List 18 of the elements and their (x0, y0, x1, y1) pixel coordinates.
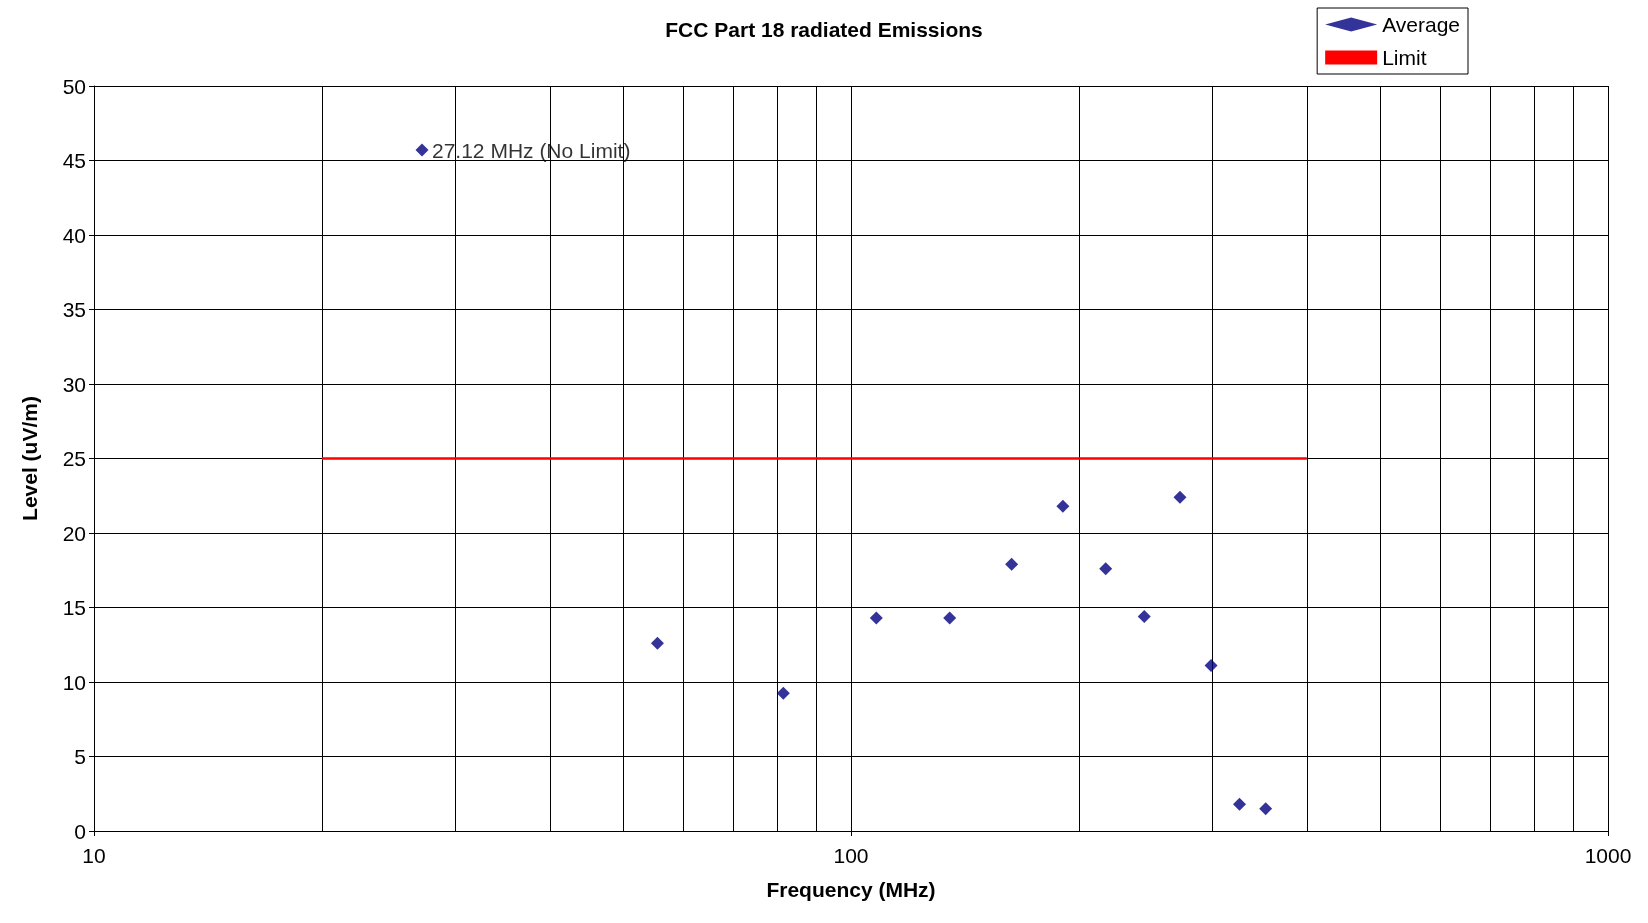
y-tick-label: 15 (62, 596, 86, 619)
y-tick-label: 20 (62, 521, 86, 545)
y-tick-label: 50 (62, 74, 86, 98)
x-tick-label: 1000 (1584, 844, 1632, 867)
y-tick-label: 0 (74, 819, 86, 843)
y-tick-label: 10 (62, 670, 86, 694)
legend-label: Limit (1382, 46, 1427, 69)
x-axis-title: Frequency (MHz) (766, 878, 936, 901)
y-tick-label: 25 (62, 447, 86, 470)
y-tick-label: 5 (74, 745, 86, 768)
y-tick-label: 35 (62, 298, 86, 321)
y-tick-label: 45 (62, 149, 86, 172)
y-tick-label: 40 (62, 223, 86, 247)
legend-label: Average (1382, 13, 1461, 36)
y-axis-title: Level (uV/m) (18, 396, 41, 521)
x-tick-label: 100 (833, 844, 869, 867)
y-tick-label: 30 (62, 372, 86, 396)
chart-title: FCC Part 18 radiated Emissions (665, 18, 983, 41)
